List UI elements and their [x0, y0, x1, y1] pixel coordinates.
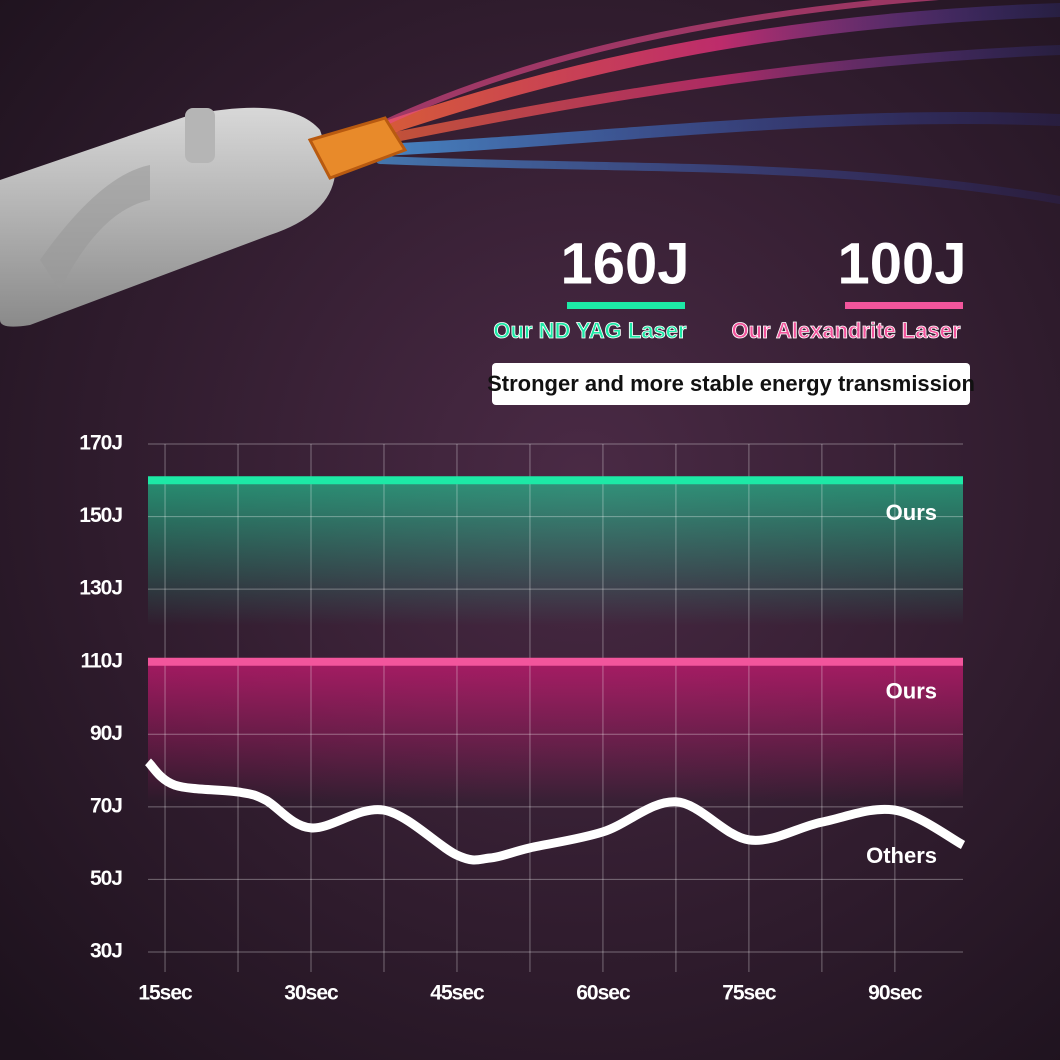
- callout-label: Our Alexandrite Laser: [731, 318, 960, 343]
- y-tick-label: 110J: [80, 649, 122, 672]
- y-tick-label: 30J: [90, 940, 122, 963]
- y-tick-label: 170J: [79, 432, 122, 455]
- header: 160J Our ND YAG Laser 100J Our Alexandri…: [487, 231, 975, 405]
- series-line: [144, 758, 966, 865]
- x-tick-label: 60sec: [576, 982, 631, 1005]
- x-tick-label: 90sec: [868, 982, 923, 1005]
- x-tick-label: 75sec: [722, 982, 777, 1005]
- series-label: Others: [866, 843, 937, 868]
- subtitle: Stronger and more stable energy transmis…: [487, 371, 975, 396]
- y-tick-label: 130J: [79, 577, 122, 600]
- y-tick-label: 50J: [90, 867, 122, 890]
- x-tick-label: 30sec: [284, 982, 339, 1005]
- callout-underline: [845, 302, 963, 309]
- callout-value: 160J: [560, 231, 689, 296]
- laser-beams: [373, 0, 1060, 204]
- callout-underline: [567, 302, 685, 309]
- handpiece: [0, 107, 408, 327]
- band: [148, 480, 963, 626]
- series-label: Ours: [886, 679, 937, 704]
- y-tick-label: 90J: [90, 722, 122, 745]
- series-label: Ours: [886, 500, 937, 525]
- plot: 30J 50J 70J 90J 110J 130J 150J 170J 15sec 30sec 45…: [79, 432, 966, 1005]
- band: [148, 661, 963, 802]
- y-tick-label: 70J: [90, 794, 122, 817]
- subtitle-box: [492, 363, 970, 405]
- x-tick-label: 15sec: [138, 982, 193, 1005]
- callout-label: Our ND YAG Laser: [493, 318, 687, 343]
- y-tick-label: 150J: [79, 504, 122, 527]
- callout-value: 100J: [837, 231, 966, 296]
- x-tick-label: 45sec: [430, 982, 485, 1005]
